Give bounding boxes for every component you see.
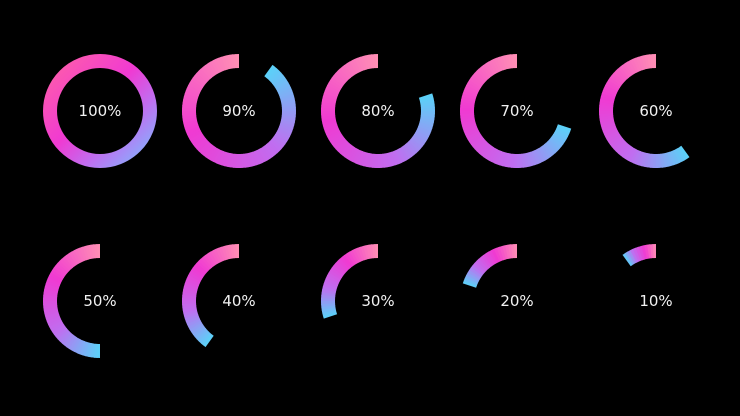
ring-arc-40 [181, 244, 240, 348]
ring-percent-label: 50% [83, 292, 116, 310]
ring-percent-label: 30% [361, 292, 394, 310]
ring-arc-60 [598, 54, 690, 169]
ring-arc-100 [43, 54, 157, 168]
progress-ring-30: 30% [320, 244, 395, 319]
ring-arc-10 [622, 244, 657, 267]
ring-percent-label: 80% [361, 102, 394, 120]
ring-arc-30 [320, 244, 379, 319]
ring-arc-segment [264, 64, 275, 78]
ring-arc-segment [322, 312, 338, 319]
progress-ring-10: 10% [622, 244, 673, 310]
progress-ring-70: 70% [459, 54, 572, 169]
ring-percent-label: 10% [639, 292, 672, 310]
ring-percent-label: 100% [79, 102, 122, 120]
ring-arc-segment [557, 124, 572, 132]
progress-ring-100: 100% [43, 54, 157, 168]
progress-ring-20: 20% [462, 244, 534, 310]
progress-ring-40: 40% [181, 244, 256, 348]
ring-percent-label: 40% [222, 292, 255, 310]
progress-ring-80: 80% [320, 54, 436, 169]
ring-arc-segment [203, 334, 214, 348]
ring-arc-50 [42, 244, 101, 358]
ring-arc-70 [459, 54, 572, 169]
progress-ring-50: 50% [42, 244, 117, 358]
ring-percent-label: 70% [500, 102, 533, 120]
ring-arc-20 [462, 244, 518, 288]
ring-arc-segment [622, 253, 633, 267]
ring-arc-90 [181, 54, 297, 169]
ring-arc-segment [418, 93, 434, 100]
ring-percent-label: 20% [500, 292, 533, 310]
ring-arc-80 [320, 54, 436, 169]
progress-ring-60: 60% [598, 54, 690, 169]
ring-arc-segment [462, 280, 477, 288]
ring-percent-label: 60% [639, 102, 672, 120]
ring-percent-label: 90% [222, 102, 255, 120]
progress-ring-90: 90% [181, 54, 297, 169]
ring-arc-segment [679, 145, 690, 159]
